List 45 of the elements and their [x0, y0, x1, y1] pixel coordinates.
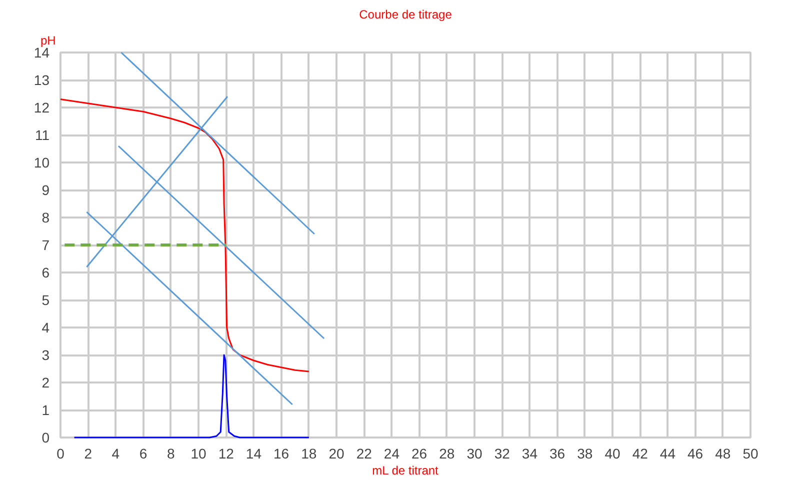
x-tick-label: 20 — [328, 446, 344, 462]
x-tick-label: 28 — [439, 446, 455, 462]
y-tick-label: 11 — [34, 127, 50, 143]
x-tick-label: 50 — [742, 446, 758, 462]
x-axis-title: mL de titrant — [372, 464, 440, 478]
y-tick-label: 9 — [42, 182, 50, 198]
y-tick-label: 12 — [34, 100, 50, 116]
x-tick-label: 6 — [139, 446, 148, 462]
y-tick-label: 4 — [42, 320, 50, 336]
x-tick-label: 22 — [356, 446, 372, 462]
x-tick-label: 4 — [112, 446, 120, 462]
y-axis-title: pH — [40, 34, 56, 48]
x-tick-label: 36 — [550, 446, 566, 462]
y-tick-label: 3 — [42, 347, 50, 363]
x-tick-label: 42 — [632, 446, 648, 462]
x-tick-label: 26 — [412, 446, 428, 462]
x-tick-label: 14 — [246, 446, 262, 462]
y-tick-label: 1 — [42, 402, 50, 418]
x-tick-label: 24 — [384, 446, 400, 462]
x-tick-label: 0 — [56, 446, 65, 462]
x-tick-label: 32 — [494, 446, 510, 462]
x-tick-label: 48 — [715, 446, 731, 462]
x-tick-label: 2 — [84, 446, 92, 462]
x-tick-label: 10 — [190, 446, 206, 462]
y-tick-label: 7 — [42, 237, 50, 253]
y-tick-label: 10 — [34, 154, 50, 170]
y-tick-label: 5 — [42, 292, 50, 308]
x-tick-label: 16 — [274, 446, 290, 462]
x-tick-label: 46 — [688, 446, 704, 462]
y-tick-label: 6 — [42, 264, 50, 280]
line-series — [60, 98, 310, 372]
x-tick-label: 30 — [466, 446, 482, 462]
y-tick-label: 13 — [34, 72, 50, 88]
x-tick-label: 38 — [577, 446, 593, 462]
line-series — [74, 354, 310, 438]
y-tick-label: 0 — [42, 430, 50, 446]
x-tick-label: 12 — [218, 446, 234, 462]
chart-title: Courbe de titrage — [359, 8, 452, 22]
x-tick-label: 8 — [167, 446, 176, 462]
y-tick-label: 2 — [42, 374, 50, 390]
x-tick-label: 18 — [301, 446, 317, 462]
y-tick-label: 8 — [42, 210, 50, 226]
x-tick-label: 40 — [604, 446, 620, 462]
x-tick-label: 44 — [660, 446, 676, 462]
x-tick-label: 34 — [522, 446, 538, 462]
